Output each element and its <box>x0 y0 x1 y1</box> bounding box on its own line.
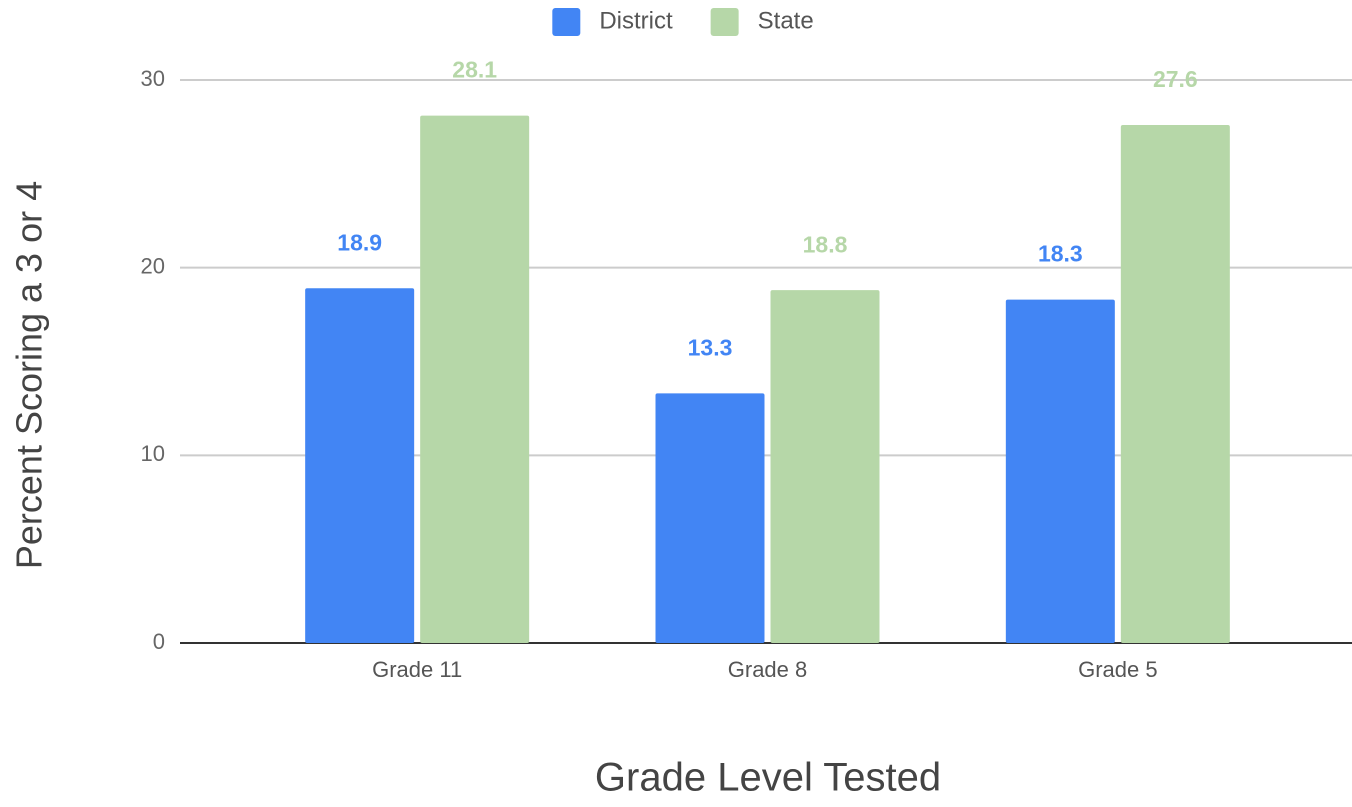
x-tick-label: Grade 8 <box>728 657 808 682</box>
data-label: 13.3 <box>688 334 733 360</box>
data-label: 18.9 <box>337 229 382 255</box>
legend-swatch <box>710 8 739 36</box>
bar <box>655 393 765 643</box>
y-tick-label: 20 <box>141 253 165 278</box>
legend-label: State <box>758 7 814 34</box>
legend-swatch <box>552 8 581 36</box>
x-tick-label: Grade 5 <box>1078 657 1158 682</box>
x-axis-label: Grade Level Tested <box>595 756 941 800</box>
bar <box>1005 299 1115 643</box>
legend-label: District <box>599 7 673 34</box>
data-label: 18.8 <box>803 231 848 257</box>
y-tick-label: 10 <box>141 441 165 466</box>
bar <box>770 290 880 643</box>
bar <box>420 115 530 643</box>
y-tick-label: 30 <box>141 66 165 91</box>
y-tick-label: 0 <box>153 629 165 654</box>
data-label: 18.3 <box>1038 241 1083 267</box>
bar <box>1120 125 1230 644</box>
data-label: 28.1 <box>452 57 497 83</box>
bar <box>305 288 415 643</box>
x-tick-label: Grade 11 <box>372 657 462 682</box>
y-axis-label: Percent Scoring a 3 or 4 <box>9 181 50 569</box>
data-label: 27.6 <box>1153 66 1198 92</box>
